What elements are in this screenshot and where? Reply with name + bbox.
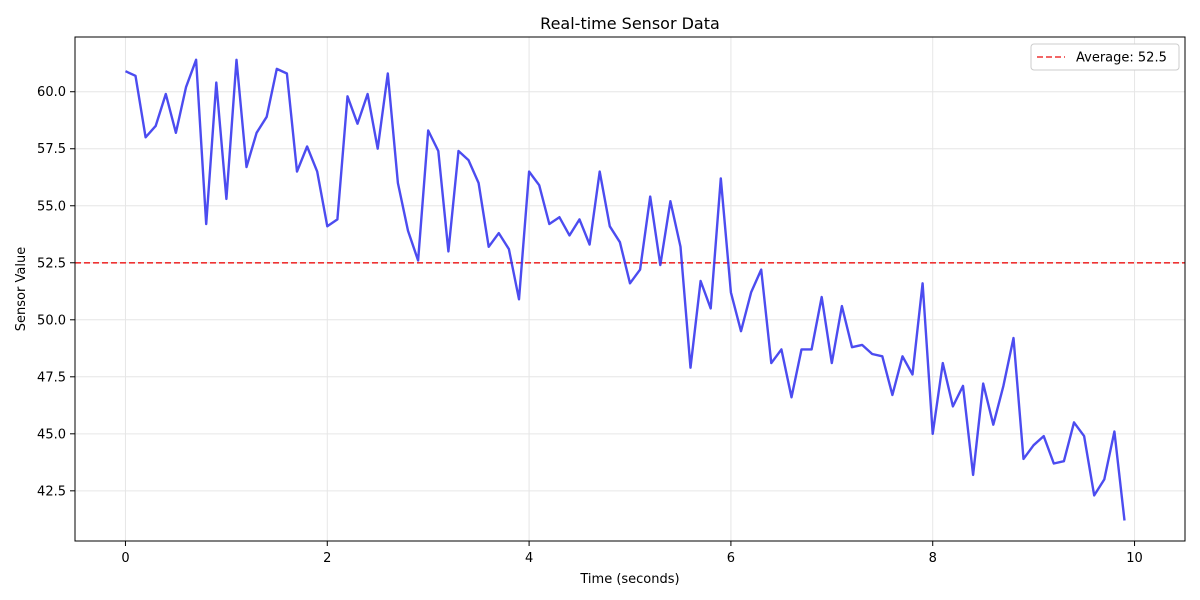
plot-frame [74,36,1186,542]
series-layer [124,58,1126,521]
legend: Average: 52.5 [1030,43,1180,71]
y-tick-label: 52.5 [37,256,66,271]
y-axis-label: Sensor Value [14,247,29,331]
y-tick-label: 57.5 [37,142,66,157]
x-tick-label: 10 [1126,551,1143,566]
y-tick-label: 45.0 [37,427,66,442]
x-axis-label: Time (seconds) [579,572,679,587]
y-tick-label: 50.0 [37,313,66,328]
legend-box [1030,43,1180,71]
x-tick-label: 6 [727,551,735,566]
y-tick-label: 55.0 [37,199,66,214]
y-tick-label: 60.0 [37,85,66,100]
legend-label-average: Average: 52.5 [1076,51,1167,66]
y-tick-label: 42.5 [37,484,66,499]
chart-title: Real-time Sensor Data [540,14,720,33]
x-tick-label: 4 [525,551,533,566]
sensor-series-line [124,58,1126,521]
x-tick-label: 0 [121,551,129,566]
x-tick-label: 2 [323,551,331,566]
y-tick-label: 47.5 [37,370,66,385]
y-axis-ticks: 42.5 45.0 47.5 50.0 52.5 55.0 57.5 60.0 [37,85,75,499]
x-tick-label: 8 [929,551,937,566]
x-axis-ticks: 0 2 4 6 8 10 [121,541,1143,566]
